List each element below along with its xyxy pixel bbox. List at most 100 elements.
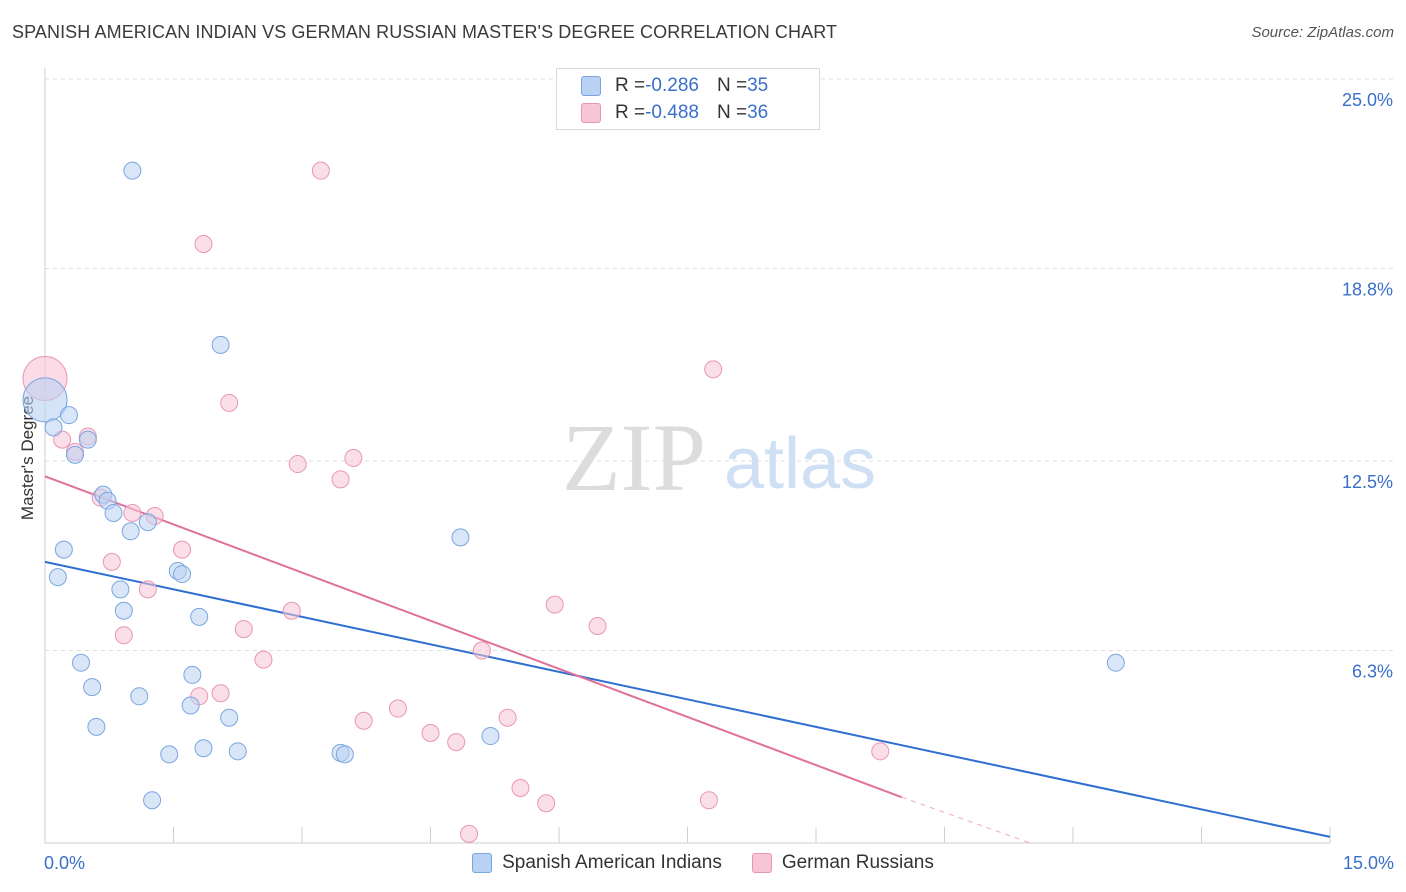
y-tick-label: 12.5% <box>1342 472 1393 492</box>
point-spanish-american-indians <box>451 528 470 547</box>
point-german-russians <box>699 791 718 810</box>
point-german-russians <box>354 711 373 730</box>
point-spanish-american-indians <box>228 742 247 761</box>
x-tick-label: 15.0% <box>1343 853 1394 873</box>
point-spanish-american-indians <box>183 665 202 684</box>
legend-swatch-pink <box>581 103 601 123</box>
series-legend-label: German Russians <box>781 852 934 873</box>
point-spanish-american-indians <box>1106 653 1125 672</box>
point-spanish-american-indians <box>111 580 130 599</box>
point-spanish-american-indians <box>54 540 73 559</box>
legend-r-value: -0.286 <box>645 75 699 96</box>
point-german-russians <box>173 540 192 559</box>
legend-row-spanish-american-indians: R = -0.286 N = 35 <box>581 74 768 98</box>
point-spanish-american-indians <box>104 503 123 522</box>
point-spanish-american-indians <box>130 687 149 706</box>
y-tick-label: 18.8% <box>1342 279 1393 299</box>
watermark-zip: ZIP <box>562 404 706 511</box>
point-spanish-american-indians <box>44 418 63 437</box>
series-legend-item-spanish-american-indians: Spanish American Indians <box>472 852 722 874</box>
point-spanish-american-indians <box>48 568 67 587</box>
series-legend-label: Spanish American Indians <box>502 852 722 873</box>
point-german-russians <box>138 580 157 599</box>
point-german-russians <box>344 448 363 467</box>
point-german-russians <box>511 778 530 797</box>
points <box>22 161 1125 843</box>
tick-labels: 6.3% 12.5% 18.8% 25.0% 0.0% 15.0% <box>44 90 1394 873</box>
point-spanish-american-indians <box>71 653 90 672</box>
point-spanish-american-indians <box>59 406 78 425</box>
chart-title: SPANISH AMERICAN INDIAN VS GERMAN RUSSIA… <box>12 22 838 42</box>
point-german-russians <box>331 470 350 489</box>
point-german-russians <box>282 601 301 620</box>
point-spanish-american-indians <box>87 717 106 736</box>
legend-n-label: N = <box>716 75 748 96</box>
point-spanish-american-indians <box>173 565 192 584</box>
source-label: Source: ZipAtlas.com <box>1251 24 1394 41</box>
trend-line-german-russians <box>44 475 903 799</box>
x-tick-label: 0.0% <box>44 853 85 873</box>
point-german-russians <box>537 794 556 813</box>
point-german-russians <box>447 733 466 752</box>
point-german-russians <box>102 552 121 571</box>
point-spanish-american-indians <box>22 377 68 423</box>
series-legend-item-german-russians: German Russians <box>751 852 934 874</box>
legend-row-german-russians: R = -0.488 N = 36 <box>581 101 768 125</box>
watermark: ZIP atlas <box>562 404 876 511</box>
point-german-russians <box>288 455 307 474</box>
point-german-russians <box>211 684 230 703</box>
point-german-russians <box>254 650 273 669</box>
legend-r-label: R = <box>615 75 646 96</box>
point-german-russians <box>53 430 72 449</box>
point-german-russians <box>588 617 607 636</box>
trend-line-spanish-american-indians <box>44 560 1331 838</box>
axes <box>44 68 1331 844</box>
point-german-russians <box>498 708 517 727</box>
point-german-russians <box>545 595 564 614</box>
point-spanish-american-indians <box>211 335 230 354</box>
watermark-atlas: atlas <box>724 424 876 504</box>
point-spanish-american-indians <box>121 522 140 541</box>
point-spanish-american-indians <box>65 445 84 464</box>
point-german-russians <box>460 824 479 843</box>
point-german-russians <box>421 723 440 742</box>
point-german-russians <box>472 641 491 660</box>
series-legend: Spanish American Indians German Russians <box>0 852 1406 874</box>
point-spanish-american-indians <box>123 161 142 180</box>
y-tick-label: 6.3% <box>1352 661 1393 681</box>
point-spanish-american-indians <box>160 745 179 764</box>
point-spanish-american-indians <box>481 727 500 746</box>
trend-line-german-russians-extension <box>901 796 1031 844</box>
legend-n-value: 35 <box>747 75 769 96</box>
point-spanish-american-indians <box>114 601 133 620</box>
point-german-russians <box>388 699 407 718</box>
legend-r-label: R = <box>615 102 646 123</box>
point-german-russians <box>871 742 890 761</box>
point-german-russians <box>234 620 253 639</box>
legend-n-label: N = <box>716 102 748 123</box>
point-spanish-american-indians <box>190 607 209 626</box>
series-legend-swatch-pink <box>751 853 772 873</box>
point-spanish-american-indians <box>220 708 239 727</box>
point-german-russians <box>123 503 142 522</box>
legend-n-value: 36 <box>747 102 769 123</box>
point-spanish-american-indians <box>138 513 157 532</box>
point-german-russians <box>194 235 213 254</box>
y-tick-label: 25.0% <box>1342 90 1393 110</box>
trend-lines <box>44 475 1331 844</box>
stats-legend: R = -0.286 N = 35 R = -0.488 N = 36 <box>556 68 820 130</box>
point-spanish-american-indians <box>143 791 162 810</box>
point-german-russians <box>704 360 723 379</box>
point-spanish-american-indians <box>181 696 200 715</box>
legend-r-value: -0.488 <box>645 102 699 123</box>
series-legend-swatch-blue <box>472 853 493 873</box>
point-german-russians <box>311 161 330 180</box>
point-spanish-american-indians <box>78 430 97 449</box>
point-spanish-american-indians <box>194 739 213 758</box>
point-german-russians <box>220 393 239 412</box>
point-spanish-american-indians <box>335 745 354 764</box>
point-spanish-american-indians <box>83 678 102 697</box>
legend-swatch-blue <box>581 76 601 96</box>
point-german-russians <box>114 626 133 645</box>
